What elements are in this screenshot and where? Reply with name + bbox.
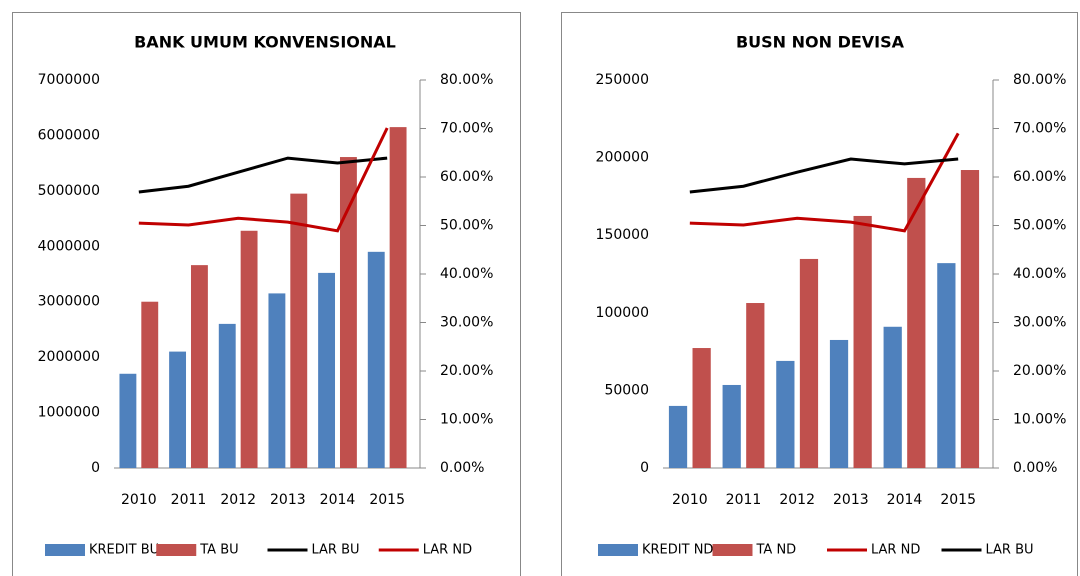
- line: [689, 132, 960, 233]
- y2-tick-label: 50.00%: [440, 218, 493, 234]
- y-tick-label: 0: [640, 460, 649, 476]
- y2-tick-label: 80.00%: [1013, 72, 1066, 88]
- bar: [746, 303, 765, 468]
- legend-label: TA BU: [199, 543, 238, 558]
- y-tick-label: 2000000: [38, 349, 100, 365]
- y-tick-label: 3000000: [38, 294, 100, 310]
- y-tick-label: 250000: [596, 72, 649, 88]
- panel: [12, 12, 521, 576]
- x-tick-label: 2010: [121, 492, 157, 508]
- x-tick-label: 2013: [833, 492, 869, 508]
- y-tick-label: 50000: [604, 382, 649, 398]
- y2-tick-label: 0.00%: [440, 460, 484, 476]
- x-tick-label: 2015: [940, 492, 976, 508]
- y-tick-label: 200000: [596, 150, 649, 166]
- bar: [318, 272, 336, 468]
- chart-title: BANK UMUM KONVENSIONAL: [134, 33, 396, 52]
- legend-label: KREDIT BU: [89, 543, 159, 558]
- bar: [960, 170, 980, 469]
- legend-label: LAR ND: [423, 543, 472, 558]
- legend-label: LAR BU: [986, 543, 1034, 558]
- bar: [829, 339, 849, 468]
- bar: [937, 263, 956, 468]
- x-tick-label: 2012: [220, 492, 256, 508]
- y2-tick-label: 10.00%: [440, 412, 493, 428]
- y2-tick-label: 40.00%: [1013, 266, 1066, 282]
- bar: [907, 177, 926, 468]
- y2-tick-label: 70.00%: [1013, 121, 1066, 137]
- x-tick-label: 2010: [672, 492, 708, 508]
- bar: [169, 351, 187, 468]
- y-tick-label: 0: [91, 460, 100, 476]
- bar: [141, 301, 159, 468]
- bar: [290, 193, 308, 468]
- legend-label: LAR ND: [871, 543, 920, 558]
- y-tick-label: 7000000: [38, 72, 100, 88]
- y2-tick-label: 80.00%: [440, 72, 493, 88]
- legend-label: LAR BU: [312, 543, 360, 558]
- bar: [240, 230, 258, 468]
- legend-swatch: [45, 544, 85, 556]
- y-tick-label: 5000000: [38, 183, 100, 199]
- x-tick-label: 2012: [779, 492, 815, 508]
- y2-tick-label: 10.00%: [1013, 412, 1066, 428]
- line: [138, 156, 388, 194]
- bar: [799, 258, 819, 468]
- y2-tick-label: 20.00%: [440, 363, 493, 379]
- chart-title: BUSN NON DEVISA: [736, 33, 905, 52]
- bar: [692, 348, 711, 468]
- bar: [853, 215, 872, 468]
- y2-tick-label: 20.00%: [1013, 363, 1066, 379]
- bar: [119, 373, 137, 468]
- bar: [883, 326, 902, 468]
- y2-tick-label: 40.00%: [440, 266, 493, 282]
- panel: [561, 12, 1078, 576]
- x-tick-label: 2013: [270, 492, 306, 508]
- y2-tick-label: 60.00%: [440, 169, 493, 185]
- bar: [722, 384, 741, 468]
- y-tick-label: 150000: [596, 227, 649, 243]
- bar: [339, 157, 357, 468]
- y2-tick-label: 70.00%: [440, 121, 493, 137]
- bar: [389, 127, 407, 468]
- y2-tick-label: 50.00%: [1013, 218, 1066, 234]
- legend-swatch: [156, 544, 197, 556]
- y-tick-label: 100000: [596, 305, 649, 321]
- line: [689, 157, 959, 194]
- bar: [190, 265, 208, 468]
- bar: [268, 293, 286, 468]
- y-tick-label: 6000000: [38, 127, 100, 143]
- bar: [367, 251, 385, 468]
- legend-swatch: [598, 544, 638, 556]
- bar: [668, 405, 688, 468]
- x-tick-label: 2014: [887, 492, 923, 508]
- line: [138, 127, 389, 233]
- x-tick-label: 2011: [171, 492, 207, 508]
- y2-tick-label: 30.00%: [440, 315, 493, 331]
- y2-tick-label: 30.00%: [1013, 315, 1066, 331]
- y2-tick-label: 60.00%: [1013, 169, 1066, 185]
- x-tick-label: 2011: [726, 492, 762, 508]
- y2-tick-label: 0.00%: [1013, 460, 1057, 476]
- x-tick-label: 2015: [369, 492, 405, 508]
- bar: [776, 360, 795, 468]
- x-tick-label: 2014: [320, 492, 356, 508]
- y-tick-label: 1000000: [38, 405, 100, 421]
- legend-label: KREDIT ND: [642, 543, 713, 558]
- legend-swatch: [712, 544, 753, 556]
- y-tick-label: 4000000: [38, 238, 100, 254]
- bar: [218, 323, 236, 468]
- legend-label: TA ND: [756, 543, 797, 558]
